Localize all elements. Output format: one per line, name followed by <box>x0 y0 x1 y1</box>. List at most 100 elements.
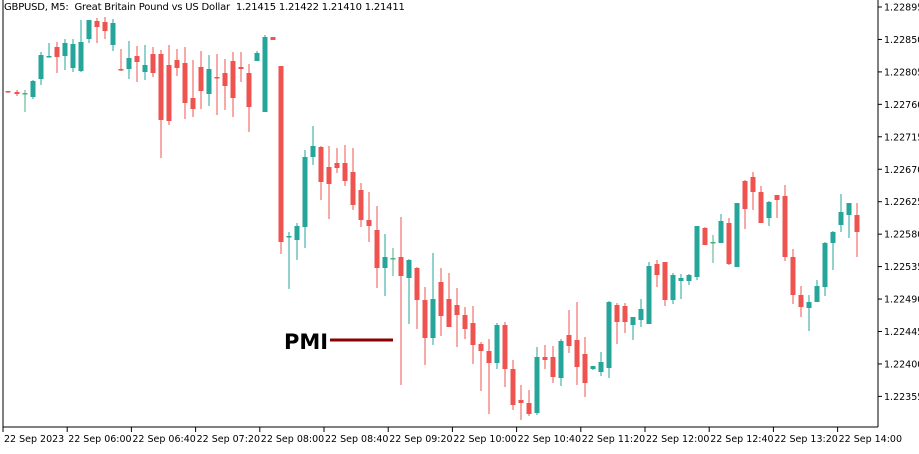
candle <box>46 43 52 58</box>
candle <box>38 52 44 85</box>
chart-title: GBPUSD, M5: Great Britain Pound vs US Do… <box>4 2 405 13</box>
candle <box>366 192 372 242</box>
candle <box>22 90 28 112</box>
candle <box>742 180 748 229</box>
y-tick-label: 1.22670 <box>884 165 919 176</box>
candle <box>766 201 772 226</box>
candle <box>246 64 252 132</box>
candle <box>318 146 324 200</box>
candle <box>598 352 604 376</box>
candle <box>62 39 68 70</box>
candle <box>230 52 236 117</box>
x-axis[interactable]: 22 Sep 2023 22 Sep 06:00 22 Sep 06:40 22 Se… <box>2 427 902 445</box>
candle <box>470 306 476 364</box>
candle <box>854 203 860 257</box>
y-tick-label: 1.22760 <box>884 100 919 111</box>
y-tick-label: 1.22895 <box>884 3 919 14</box>
candle <box>622 303 628 333</box>
candle <box>158 50 164 158</box>
candle <box>390 248 396 276</box>
candle <box>374 206 380 288</box>
candle <box>414 267 420 329</box>
y-tick-label: 1.22490 <box>884 295 919 306</box>
candle <box>254 51 260 61</box>
x-tick-label: 22 Sep 07:20 <box>197 434 260 445</box>
x-tick-label: 22 Sep 14:00 <box>839 434 902 445</box>
candle <box>350 148 356 210</box>
candle <box>814 280 820 302</box>
candle <box>78 20 84 72</box>
y-tick-label: 1.22805 <box>884 67 919 78</box>
candle <box>486 339 492 414</box>
y-axis[interactable]: 1.22895 1.22850 1.22805 1.22760 1.22715 1.226… <box>878 3 919 403</box>
candle <box>790 249 796 304</box>
candle <box>222 59 228 110</box>
candle <box>446 273 452 327</box>
y-tick-label: 1.22535 <box>884 262 919 273</box>
candle <box>550 346 556 383</box>
candle <box>174 49 180 76</box>
candle <box>798 286 804 317</box>
candle <box>134 46 140 82</box>
candle <box>430 253 436 345</box>
x-tick-label: 22 Sep 13:20 <box>774 434 837 445</box>
candle <box>422 287 428 365</box>
candle <box>438 268 444 336</box>
candle <box>5 91 11 93</box>
x-tick-label: 22 Sep 12:40 <box>710 434 773 445</box>
candle <box>654 260 660 287</box>
y-tick-label: 1.22850 <box>884 35 919 46</box>
candle <box>190 60 196 117</box>
y-tick-label: 1.22355 <box>884 392 919 403</box>
y-tick-label: 1.22400 <box>884 359 919 370</box>
candle <box>638 299 644 327</box>
x-tick-label: 22 Sep 09:20 <box>389 434 452 445</box>
candle <box>334 148 340 173</box>
y-tick-label: 1.22445 <box>884 327 919 338</box>
candle <box>606 301 612 378</box>
x-tick-label: 22 Sep 08:40 <box>325 434 388 445</box>
x-tick-label: 22 Sep 10:00 <box>453 434 516 445</box>
candle <box>518 385 524 420</box>
pmi-annotation: PMI <box>284 330 393 354</box>
candle <box>206 55 212 106</box>
candle <box>686 274 692 285</box>
x-tick-label: 22 Sep 12:00 <box>646 434 709 445</box>
candle <box>270 37 276 40</box>
candle <box>238 52 244 82</box>
candle <box>150 47 156 77</box>
candle <box>750 172 756 210</box>
candles-layer <box>5 17 860 420</box>
candle <box>822 242 828 296</box>
candle <box>198 51 204 109</box>
candle <box>478 342 484 391</box>
x-tick-label: 22 Sep 06:40 <box>132 434 195 445</box>
candle <box>614 303 620 344</box>
candle <box>30 80 36 99</box>
candle <box>70 39 76 72</box>
candle <box>454 288 460 347</box>
candle <box>406 259 412 324</box>
candle <box>662 262 668 306</box>
candle <box>774 195 780 218</box>
candle <box>726 218 732 265</box>
candle <box>782 185 788 261</box>
candle <box>590 366 596 370</box>
candle <box>630 317 636 340</box>
candle <box>286 232 292 289</box>
candle <box>574 302 580 385</box>
candle <box>702 227 708 245</box>
candle <box>678 274 684 299</box>
candle <box>182 47 188 119</box>
candle <box>542 345 548 369</box>
candle <box>830 231 836 270</box>
candle <box>502 322 508 387</box>
candle <box>166 45 172 125</box>
pmi-label: PMI <box>284 330 328 354</box>
y-tick-label: 1.22580 <box>884 230 919 241</box>
candle <box>54 42 60 73</box>
candle <box>494 323 500 369</box>
candle <box>670 273 676 304</box>
